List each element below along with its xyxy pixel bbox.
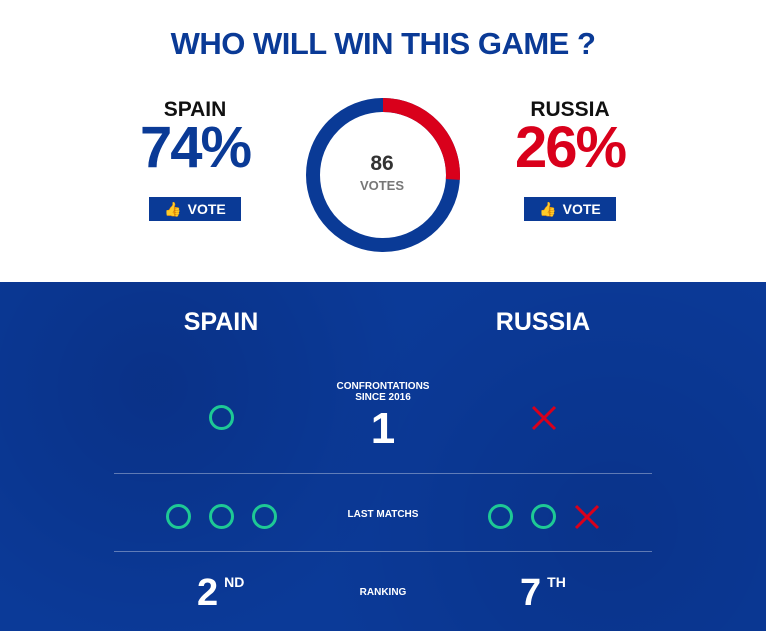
confrontations-label: CONFRONTATIONS [336, 381, 430, 392]
home-team-name: SPAIN [163, 98, 227, 121]
stats-home-name: SPAIN [183, 308, 259, 336]
total-votes: 86 [370, 152, 394, 175]
confrontations-home-results [209, 405, 234, 430]
loss-cross-icon [531, 405, 557, 431]
home-vote-button[interactable]: 👍 VOTE [149, 197, 241, 221]
ranking-label: RANKING [359, 587, 407, 598]
away-percent: 26% [514, 115, 627, 180]
donut-away-segment [382, 98, 460, 180]
win-circle-icon [252, 504, 277, 529]
home-ranking: 2 ND [197, 572, 245, 614]
last-matches-label: LAST MATCHS [347, 509, 419, 520]
divider [114, 551, 652, 552]
away-vote-button[interactable]: 👍 VOTE [524, 197, 616, 221]
page-title: WHO WILL WIN THIS GAME ? [170, 26, 596, 61]
stats-panel [0, 282, 766, 631]
confrontations-away-results [531, 405, 557, 431]
loss-cross-icon [574, 504, 600, 530]
last-matches-away [488, 504, 600, 530]
confrontations-value: 1 [370, 404, 396, 453]
away-ranking: 7 TH [520, 572, 566, 614]
divider [114, 473, 652, 474]
thumbs-up-icon: 👍 [539, 200, 557, 217]
total-votes-label: VOTES [359, 178, 405, 193]
win-circle-icon [209, 504, 234, 529]
win-circle-icon [166, 504, 191, 529]
confrontations-label-2: SINCE 2016 [355, 392, 411, 403]
thumbs-up-icon: 👍 [164, 200, 182, 217]
win-circle-icon [488, 504, 513, 529]
win-circle-icon [209, 405, 234, 430]
last-matches-home [166, 504, 277, 529]
vote-donut [306, 98, 460, 252]
stats-away-name: RUSSIA [495, 308, 591, 336]
win-circle-icon [531, 504, 556, 529]
away-team-name: RUSSIA [530, 98, 610, 121]
home-percent: 74% [139, 115, 252, 180]
